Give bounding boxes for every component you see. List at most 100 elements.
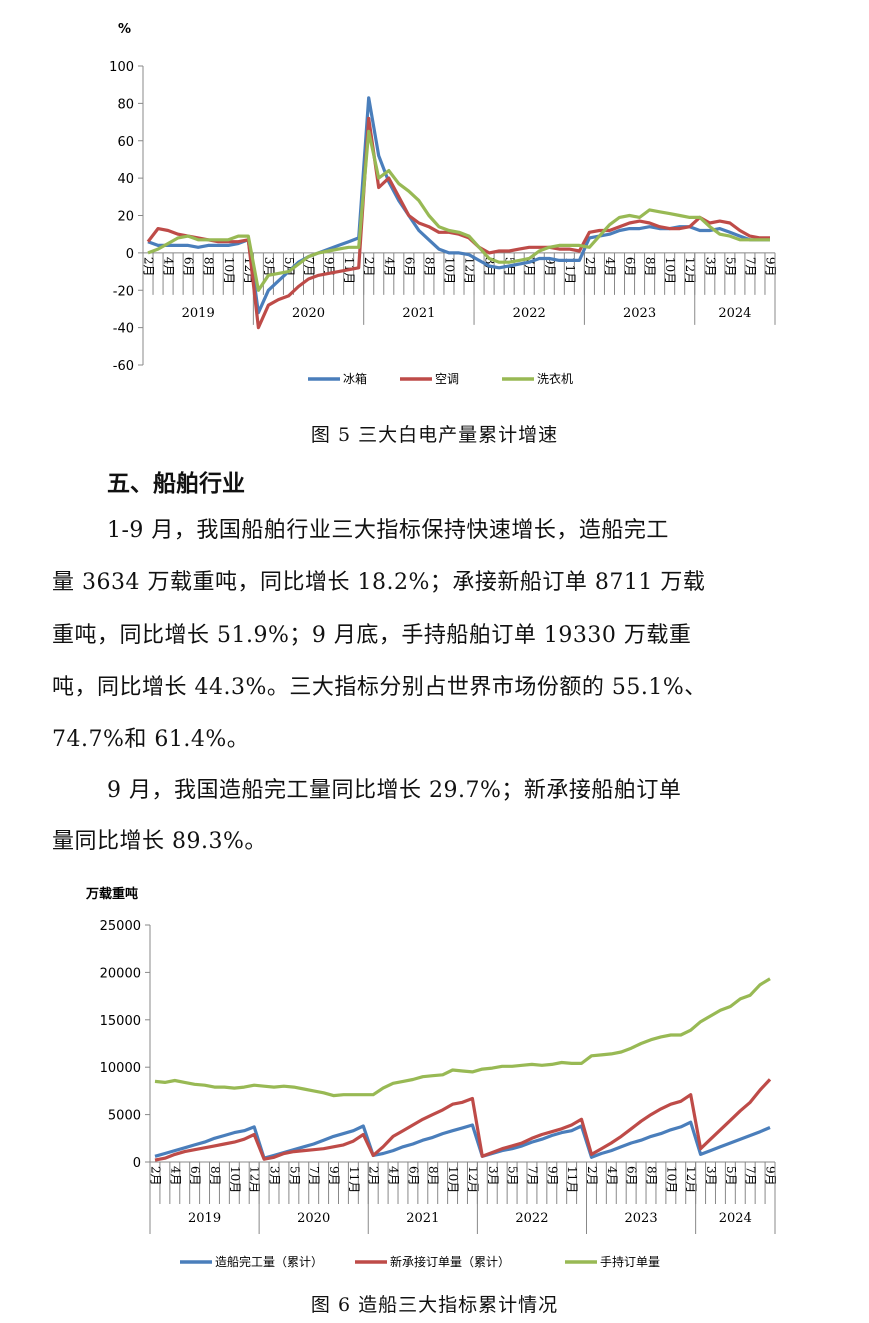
series-line-3	[154, 977, 771, 1098]
paragraph-line: 9 月，我国造船完工量同比增长 29.7%；新承接船舶订单	[107, 778, 682, 803]
figure-6-caption: 图 6 造船三大指标累计情况	[310, 1294, 559, 1316]
y-tick-label: -20	[113, 284, 134, 299]
section-heading: 五、船舶行业	[107, 471, 245, 497]
month-label: 3月	[268, 1166, 282, 1186]
year-label: 2021	[402, 306, 435, 321]
month-label: 6月	[182, 257, 196, 277]
month-label: 12月	[248, 1166, 262, 1193]
month-label: 11月	[563, 257, 577, 284]
legend-label: 造船完工量（累计）	[215, 1254, 323, 1269]
month-label: 7月	[743, 257, 757, 277]
year-label: 2020	[297, 1211, 330, 1226]
month-label: 10月	[442, 257, 456, 284]
month-label: 9月	[545, 1166, 559, 1186]
month-label: 10月	[664, 1166, 678, 1193]
month-label: 7月	[307, 1166, 321, 1186]
month-label: 7月	[744, 1166, 758, 1186]
y-axis-unit: 万载重吨	[85, 886, 138, 902]
month-label: 12月	[683, 257, 697, 284]
month-label: 6月	[625, 1166, 639, 1186]
month-label: 6月	[406, 1166, 420, 1186]
y-tick-label: 20000	[100, 966, 141, 981]
month-label: 2月	[148, 1166, 162, 1186]
month-label: 4月	[605, 1166, 619, 1186]
month-label: 10月	[663, 257, 677, 284]
month-label: 6月	[402, 257, 416, 277]
year-label: 2024	[718, 306, 751, 321]
series-line-2	[154, 1078, 772, 1162]
month-label: 2月	[585, 1166, 599, 1186]
year-label: 2024	[719, 1211, 752, 1226]
month-label: 12月	[466, 1166, 480, 1193]
series-line-3	[147, 129, 770, 292]
month-label: 4月	[387, 1166, 401, 1186]
month-label: 4月	[168, 1166, 182, 1186]
y-tick-label: 0	[133, 1156, 141, 1171]
month-label: 10月	[446, 1166, 460, 1193]
legend-label: 洗衣机	[537, 371, 573, 386]
paragraph-line: 74.7%和 61.4%。	[52, 727, 250, 752]
month-label: 4月	[382, 257, 396, 277]
month-label: 6月	[188, 1166, 202, 1186]
month-label: 11月	[565, 1166, 579, 1193]
month-label: 10月	[222, 257, 236, 284]
legend-label: 冰箱	[343, 371, 367, 386]
y-tick-label: 25000	[100, 919, 141, 934]
y-tick-label: 15000	[100, 1014, 141, 1029]
legend-label: 新承接订单量（累计）	[390, 1254, 510, 1269]
month-label: 2月	[142, 257, 156, 277]
month-label: 3月	[704, 1166, 718, 1186]
month-label: 3月	[703, 257, 717, 277]
month-label: 2月	[583, 257, 597, 277]
y-tick-label: -40	[113, 322, 134, 337]
month-label: 8月	[643, 257, 657, 277]
series-line-1	[154, 1120, 771, 1160]
month-label: 5月	[724, 1166, 738, 1186]
paragraph-line: 1-9 月，我国船舶行业三大指标保持快速增长，造船完工	[107, 518, 669, 543]
year-label: 2020	[292, 306, 325, 321]
month-label: 8月	[422, 257, 436, 277]
month-label: 11月	[347, 1166, 361, 1193]
y-tick-label: 80	[117, 97, 134, 112]
month-label: 8月	[202, 257, 216, 277]
y-tick-label: 100	[109, 60, 134, 75]
month-label: 3月	[486, 1166, 500, 1186]
month-label: 9月	[327, 1166, 341, 1186]
month-label: 10月	[228, 1166, 242, 1193]
month-label: 8月	[208, 1166, 222, 1186]
y-tick-label: -60	[113, 359, 134, 374]
month-label: 7月	[525, 1166, 539, 1186]
month-label: 9月	[764, 1166, 778, 1186]
figure-5-caption: 图 5 三大白电产量累计增速	[310, 424, 559, 446]
month-label: 3月	[262, 257, 276, 277]
month-label: 8月	[644, 1166, 658, 1186]
y-tick-label: 5000	[108, 1109, 141, 1124]
month-label: 6月	[623, 257, 637, 277]
y-tick-label: 10000	[100, 1061, 141, 1076]
month-label: 5月	[506, 1166, 520, 1186]
month-label: 4月	[603, 257, 617, 277]
month-label: 12月	[684, 1166, 698, 1193]
legend-label: 手持订单量	[600, 1254, 660, 1269]
month-label: 5月	[723, 257, 737, 277]
year-label: 2023	[625, 1211, 658, 1226]
series-line-2	[146, 116, 770, 330]
y-tick-label: 40	[117, 172, 134, 187]
year-label: 2022	[515, 1211, 548, 1226]
paragraph-line: 量 3634 万载重吨，同比增长 18.2%；承接新船订单 8711 万载	[52, 570, 706, 595]
month-label: 9月	[543, 257, 557, 277]
month-label: 4月	[162, 257, 176, 277]
month-label: 7月	[302, 257, 316, 277]
month-label: 8月	[426, 1166, 440, 1186]
y-axis-unit: %	[118, 22, 131, 37]
year-label: 2021	[406, 1211, 439, 1226]
month-label: 12月	[463, 257, 477, 284]
y-tick-label: 0	[126, 247, 134, 262]
legend-label: 空调	[435, 372, 459, 386]
month-label: 9月	[763, 257, 777, 277]
chart-white-goods-growth: % 100 80 60 40 20 0 -20 -40 -60 2月 4月 6月 8月 10月 12月 2019…	[109, 22, 777, 386]
month-label: 5月	[287, 1166, 301, 1186]
paragraph-line: 量同比增长 89.3%。	[52, 829, 267, 854]
year-label: 2022	[513, 306, 546, 321]
